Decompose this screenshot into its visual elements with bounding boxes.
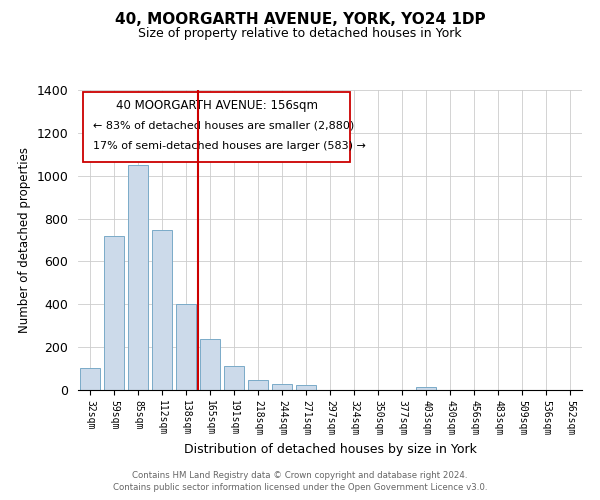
Bar	[176, 304, 196, 390]
Text: Size of property relative to detached houses in York: Size of property relative to detached ho…	[138, 28, 462, 40]
Bar	[248, 380, 268, 390]
Text: 17% of semi-detached houses are larger (583) →: 17% of semi-detached houses are larger (…	[93, 141, 366, 151]
Bar	[128, 165, 148, 390]
X-axis label: Distribution of detached houses by size in York: Distribution of detached houses by size …	[184, 444, 476, 456]
Bar	[104, 236, 124, 390]
Text: Contains HM Land Registry data © Crown copyright and database right 2024.
Contai: Contains HM Land Registry data © Crown c…	[113, 471, 487, 492]
FancyBboxPatch shape	[83, 92, 350, 162]
Bar	[152, 230, 172, 390]
Text: ← 83% of detached houses are smaller (2,880): ← 83% of detached houses are smaller (2,…	[93, 120, 355, 130]
Text: 40 MOORGARTH AVENUE: 156sqm: 40 MOORGARTH AVENUE: 156sqm	[116, 99, 317, 112]
Bar	[416, 388, 436, 390]
Bar	[296, 386, 316, 390]
Bar	[200, 338, 220, 390]
Bar	[224, 366, 244, 390]
Y-axis label: Number of detached properties: Number of detached properties	[18, 147, 31, 333]
Bar	[80, 368, 100, 390]
Bar	[272, 384, 292, 390]
Text: 40, MOORGARTH AVENUE, YORK, YO24 1DP: 40, MOORGARTH AVENUE, YORK, YO24 1DP	[115, 12, 485, 28]
